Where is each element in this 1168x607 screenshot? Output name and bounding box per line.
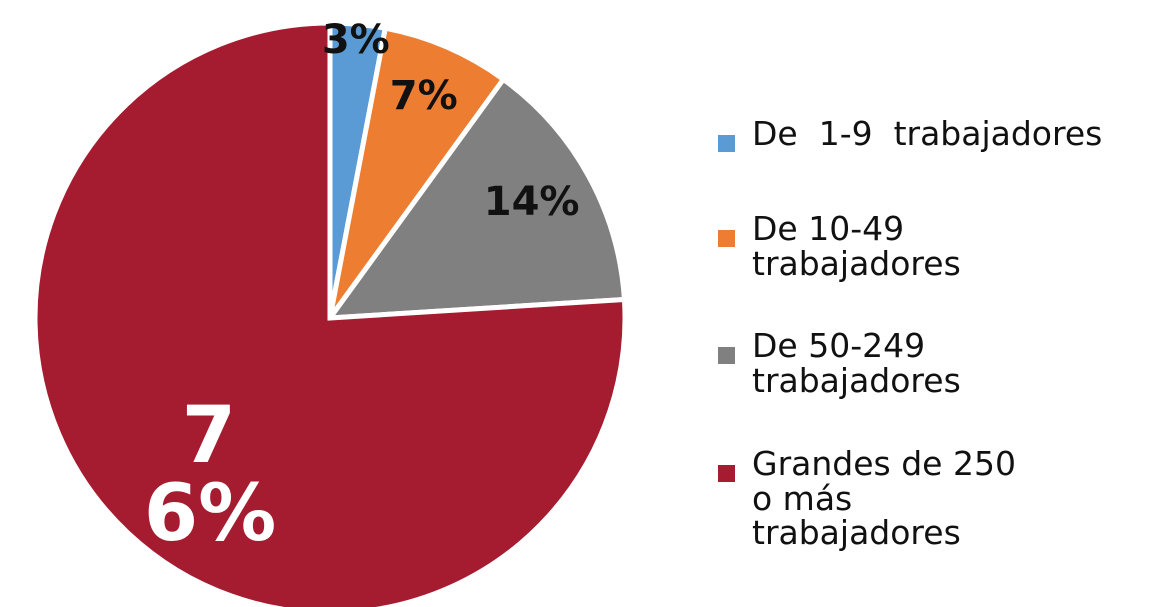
legend-swatch xyxy=(718,230,735,247)
legend-label: Grandes de 250 o más trabajadores xyxy=(752,447,1027,553)
legend-swatch xyxy=(718,347,735,364)
data-label: 14% xyxy=(483,182,580,226)
data-label-box: 7% xyxy=(389,76,458,120)
data-label: 7% xyxy=(389,76,458,120)
data-label-box: 14% xyxy=(483,182,580,226)
legend-label-box: De 1-9 trabajadores xyxy=(752,117,1103,153)
data-label: 76% xyxy=(143,397,274,560)
legend-swatch xyxy=(718,135,735,152)
data-label-box: 3% xyxy=(321,19,390,63)
legend-swatch xyxy=(718,465,735,482)
legend-label: De 10-49 trabajadores xyxy=(752,212,961,283)
pie-slice xyxy=(32,20,628,607)
legend-label-box: De 50-249 trabajadores xyxy=(752,329,961,400)
pie-slice xyxy=(327,25,507,320)
data-label: 3% xyxy=(321,19,390,63)
legend-label: De 1-9 trabajadores xyxy=(752,117,1103,153)
legend-label: De 50-249 trabajadores xyxy=(752,329,961,400)
data-label-box: 76% xyxy=(143,397,274,560)
pie-slice xyxy=(324,75,628,321)
legend-label-box: De 10-49 trabajadores xyxy=(752,212,961,283)
legend-label-box: Grandes de 250 o más trabajadores xyxy=(752,447,1027,553)
